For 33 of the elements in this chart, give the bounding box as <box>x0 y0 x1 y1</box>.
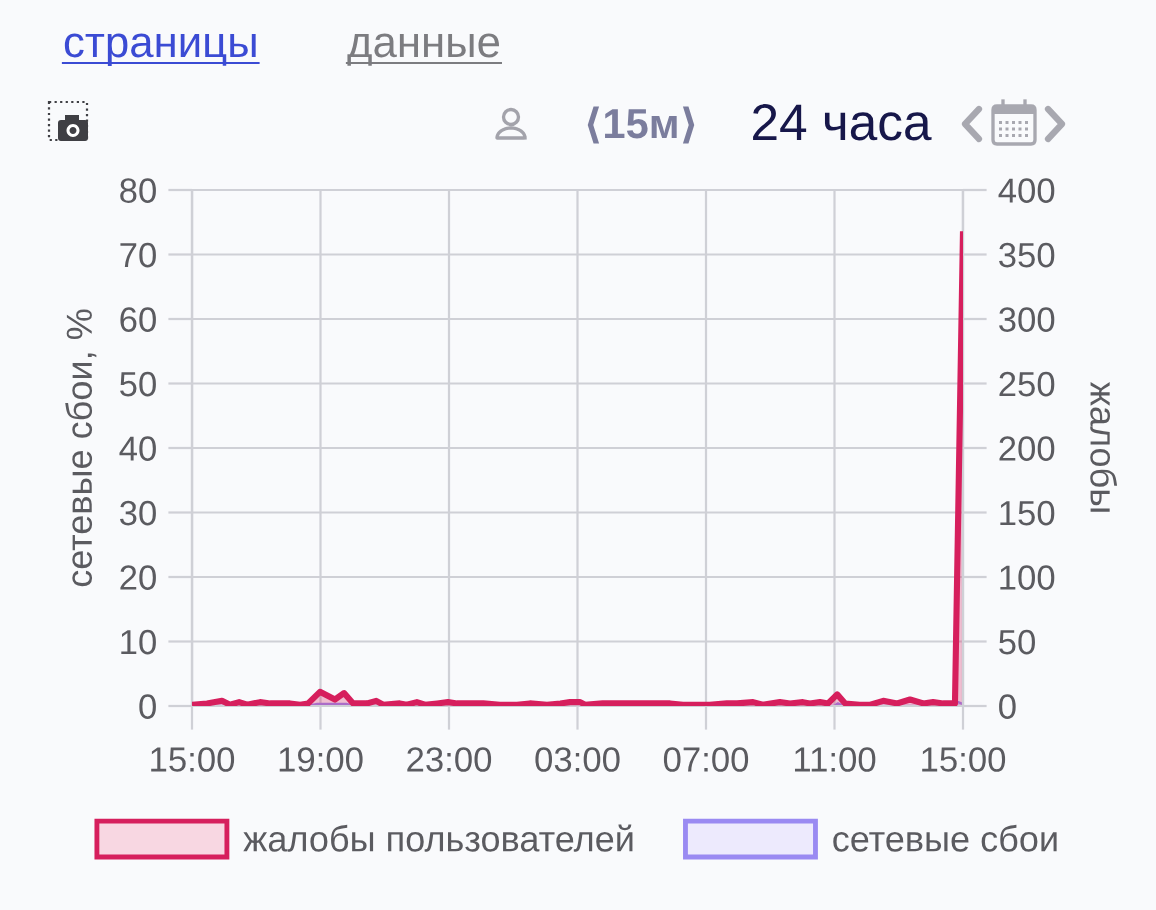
y2-tick-label: 250 <box>999 371 1055 397</box>
y-tick-label: 50 <box>120 371 156 397</box>
text: данные <box>347 33 500 66</box>
y2-tick-label: 50 <box>999 629 1035 655</box>
y-tick-label: 10 <box>121 629 156 655</box>
x-tick-label: 15:00 <box>151 747 235 772</box>
x-tick-label: 11:00 <box>794 747 876 772</box>
text: ⟨15м⟩ <box>587 106 695 144</box>
legend-label: жалобы пользователей <box>243 824 633 852</box>
y-tick-label: 60 <box>120 307 156 332</box>
y-tick-label: 0 <box>139 694 156 719</box>
text: страницы <box>64 33 256 67</box>
y2-tick-label: 300 <box>999 307 1055 332</box>
y-axis-title: сетевые сбои, % <box>65 309 97 587</box>
text: 24 часа <box>753 104 932 141</box>
legend-label: сетевые сбои <box>833 824 1057 852</box>
y2-tick-label: 350 <box>999 242 1055 268</box>
y-tick-label: 70 <box>120 242 156 268</box>
x-tick-label: 03:00 <box>535 747 620 772</box>
x-tick-label: 23:00 <box>407 747 492 772</box>
x-tick-label: 15:00 <box>922 747 1006 772</box>
y2-tick-label: 200 <box>999 436 1055 461</box>
y2-tick-label: 400 <box>998 178 1055 203</box>
y-tick-label: 30 <box>119 500 156 526</box>
y2-tick-label: 150 <box>1000 500 1055 526</box>
y2-axis-title: жалобы <box>1090 381 1118 512</box>
x-tick-label: 19:00 <box>279 747 363 772</box>
y2-tick-label: 0 <box>999 694 1016 719</box>
x-tick-label: 07:00 <box>663 747 749 772</box>
y2-tick-label: 100 <box>1000 565 1055 590</box>
y-tick-label: 20 <box>120 565 156 590</box>
y-tick-label: 40 <box>119 436 156 461</box>
y-tick-label: 80 <box>120 178 156 203</box>
